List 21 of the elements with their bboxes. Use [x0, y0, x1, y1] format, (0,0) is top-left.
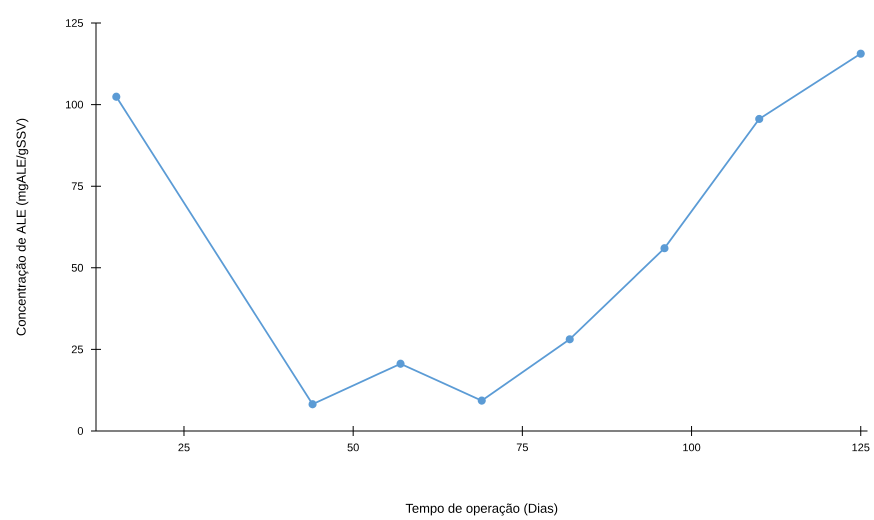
y-tick-label: 25 [72, 346, 84, 354]
y-tick-label: 50 [72, 264, 84, 272]
x-tick-label: 25 [178, 444, 190, 452]
y-tick-label: 0 [78, 427, 84, 435]
y-tick-label: 125 [66, 19, 84, 27]
y-tick-label: 75 [72, 182, 84, 190]
point [856, 50, 865, 58]
y-tick-label: 100 [66, 100, 84, 108]
point [308, 400, 317, 408]
y-axis-title: Concentração de ALE (mgALE/gSSV) [16, 118, 28, 336]
point [478, 396, 486, 405]
x-tick-label: 75 [516, 444, 528, 452]
point [396, 360, 405, 368]
point [566, 335, 574, 344]
x-tick-label: 100 [683, 444, 700, 452]
point [112, 92, 120, 101]
x-axis-title: Tempo de operação (Dias) [406, 503, 558, 516]
x-tick-label: 50 [348, 444, 359, 452]
point [660, 244, 669, 252]
point [755, 114, 764, 124]
x-tick-label: 125 [852, 444, 870, 452]
